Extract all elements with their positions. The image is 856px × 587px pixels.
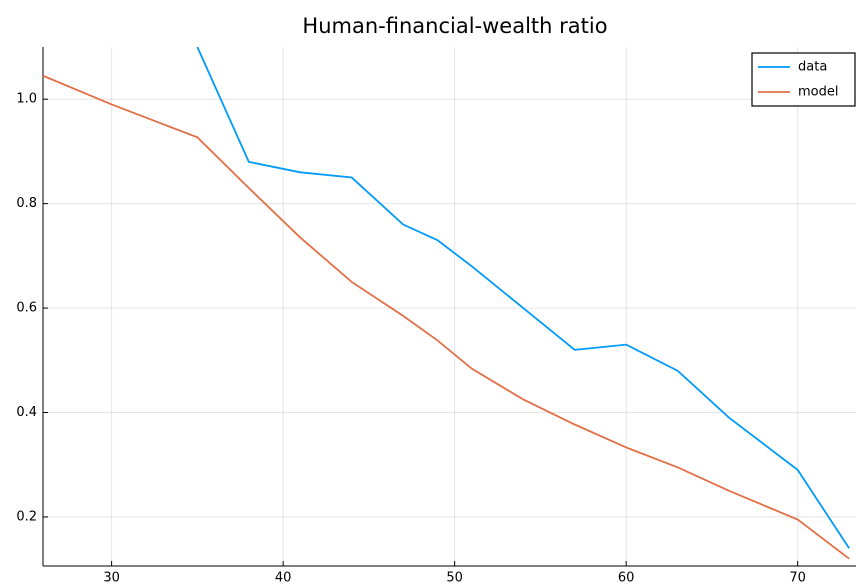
line-series xyxy=(43,74,850,560)
line-series xyxy=(196,47,850,549)
y-tick-label: 0.8 xyxy=(16,196,37,211)
y-tick-label: 1.0 xyxy=(16,92,37,107)
x-tick-label: 40 xyxy=(275,571,292,586)
legend-label: data xyxy=(798,60,827,75)
x-tick-label: 30 xyxy=(103,571,120,586)
plot-area xyxy=(43,47,850,560)
x-tick-label: 70 xyxy=(789,571,806,586)
chart-title: Human-financial-wealth ratio xyxy=(302,14,607,38)
legend-label: model xyxy=(798,85,838,100)
x-tick-label: 60 xyxy=(618,571,635,586)
y-tick-label: 0.6 xyxy=(16,301,37,316)
x-tick-label: 50 xyxy=(446,571,463,586)
y-tick-label: 0.2 xyxy=(16,509,37,524)
legend-box xyxy=(751,52,856,107)
y-tick-label: 0.4 xyxy=(16,405,37,420)
